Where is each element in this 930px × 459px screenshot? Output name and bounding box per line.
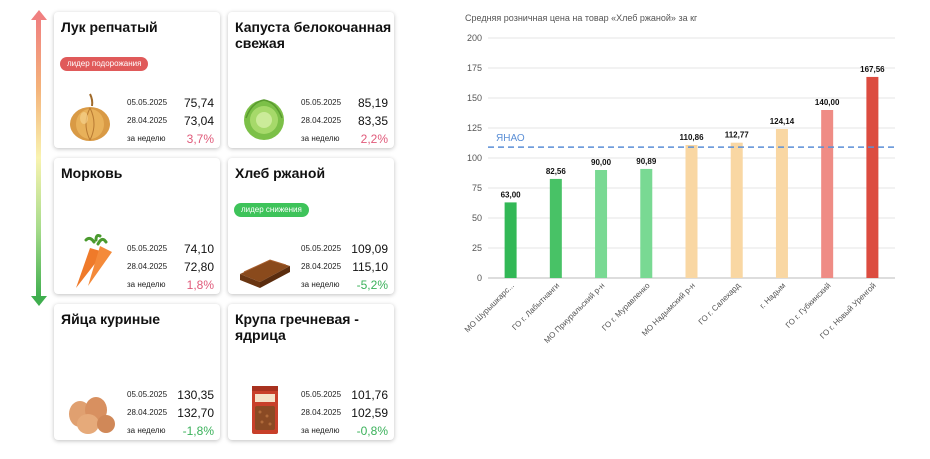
date-current: 05.05.2025 [301,98,342,107]
price-current: 85,19 [357,96,388,110]
bar [685,144,698,278]
price-previous: 73,04 [183,114,214,128]
price-current: 109,09 [351,242,388,256]
data-label: 63,00 [501,190,522,199]
chart-title: Средняя розничная цена на товар «Хлеб рж… [465,13,698,23]
y-tick-label: 175 [467,63,482,73]
rye-bread-price-chart: 0 25 50 75 100 125 150 175 200 63,00 МО Шурышкарс.… [463,33,895,345]
bar [595,170,608,278]
date-current: 05.05.2025 [301,390,342,399]
trend-gradient-line [36,18,41,298]
x-tick-label: ГО г. Салехард [697,281,743,327]
week-label: за неделю [301,280,340,289]
week-label: за неделю [301,134,340,143]
price-previous: 115,10 [352,260,388,274]
date-current: 05.05.2025 [127,98,168,107]
y-tick-label: 125 [467,123,482,133]
bar [821,110,834,278]
rye-bread-icon [240,259,290,288]
week-label: за неделю [127,426,166,435]
bar [504,202,517,278]
data-label: 167,56 [860,65,885,74]
product-card-buckwheat: Крупа гречневая - ядрица 05.05.2025 101,… [228,304,394,440]
data-label: 110,86 [679,133,704,142]
date-previous: 28.04.2025 [301,116,342,125]
buckwheat-pack-icon [252,386,278,434]
bar [640,168,653,278]
product-card-carrot: Морковь 05.05.2025 74,10 28.04.2025 72,8… [54,158,220,294]
date-current: 05.05.2025 [127,244,168,253]
product-title: Хлеб ржаной [235,165,326,181]
weekly-change: 1,8% [186,278,214,292]
product-card-rye-bread: Хлеб ржаной лидер снижения 05.05.2025 10… [228,158,394,294]
data-label: 124,14 [770,117,795,126]
price-previous: 132,70 [177,406,214,420]
y-tick-label: 0 [477,273,482,283]
date-previous: 28.04.2025 [127,262,168,271]
data-label: 90,00 [591,158,612,167]
date-current: 05.05.2025 [127,390,168,399]
price-trend-arrow [30,10,48,306]
y-tick-label: 50 [472,213,482,223]
y-tick-label: 150 [467,93,482,103]
weekly-change: 2,2% [360,132,388,146]
week-label: за неделю [127,134,166,143]
bar [775,129,788,278]
weekly-change: -5,2% [356,278,388,292]
onion-icon [70,93,110,141]
data-label: 112,77 [725,131,750,140]
price-previous: 102,59 [351,406,388,420]
price-current: 74,10 [183,242,214,256]
price-previous: 83,35 [357,114,388,128]
product-title: Яйца куриные [61,311,161,327]
data-label: 82,56 [546,167,567,176]
arrow-down-icon [31,296,47,306]
x-tick-label: ГО г. Лабытнанги [510,281,561,332]
price-current: 101,76 [351,388,388,402]
data-label: 90,89 [636,157,657,166]
reference-line-label: ЯНАО [496,133,525,144]
product-card-onion: Лук репчатый лидер подорожания 05.05.202… [54,12,220,148]
weekly-change: 3,7% [186,132,214,146]
price-drop-leader-badge: лидер снижения [234,203,309,217]
arrow-up-icon [31,10,47,20]
weekly-change: -1,8% [182,424,214,438]
weekly-change: -0,8% [356,424,388,438]
bar [549,178,562,278]
carrot-icon [76,234,112,288]
date-previous: 28.04.2025 [301,262,342,271]
product-title: Крупа гречневая - ядрица [235,311,359,343]
date-previous: 28.04.2025 [127,116,168,125]
price-rise-leader-badge: лидер подорожания [60,57,149,71]
date-previous: 28.04.2025 [127,408,168,417]
product-title: Капуста белокочанная свежая [235,19,392,51]
week-label: за неделю [127,280,166,289]
week-label: за неделю [301,426,340,435]
date-current: 05.05.2025 [301,244,342,253]
eggs-icon [69,397,115,434]
product-card-cabbage: Капуста белокочанная свежая 05.05.2025 8… [228,12,394,148]
y-tick-label: 25 [472,243,482,253]
price-previous: 72,80 [183,260,214,274]
y-tick-label: 200 [467,33,482,43]
product-card-eggs: Яйца куриные 05.05.2025 130,35 28.04.202… [54,304,220,440]
price-current: 75,74 [183,96,214,110]
bar [730,142,743,278]
y-tick-label: 75 [472,183,482,193]
x-tick-label: ГО г. Губкинский [784,281,833,330]
product-title: Морковь [61,165,123,181]
bar [866,76,879,278]
cabbage-icon [244,99,284,140]
price-current: 130,35 [177,388,214,402]
x-tick-label: ГО г. Муравленко [600,281,652,333]
y-tick-label: 100 [467,153,482,163]
date-previous: 28.04.2025 [301,408,342,417]
product-title: Лук репчатый [61,19,158,35]
data-label: 140,00 [815,98,840,107]
x-tick-label: МО Шурышкарс... [463,281,516,334]
x-tick-label: г. Надым [758,281,787,310]
